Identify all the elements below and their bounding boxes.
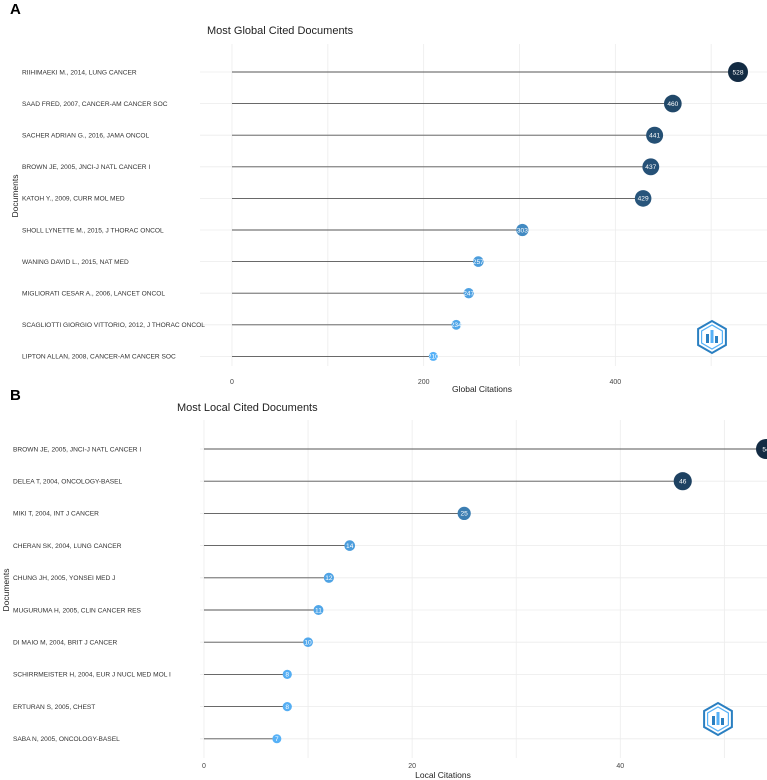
panel-b-category-label: SCHIRRMEISTER H, 2004, EUR J NUCL MED MO… [13, 672, 171, 679]
panel-a-category-label: BROWN JE, 2005, JNCI-J NATL CANCER I [22, 164, 150, 171]
panel-b-value-label: 54 [762, 446, 767, 453]
panel-b-value-label: 11 [315, 607, 322, 614]
bibliometrix-logo-icon [697, 319, 727, 355]
panel-b-logo-bar [721, 718, 724, 725]
panel-a: A Most Global Cited Documents Documents … [10, 1, 767, 394]
panel-a-x-tick-label: 200 [418, 379, 430, 386]
panel-b-logo-inner [706, 706, 730, 732]
panel-b-point [673, 472, 692, 491]
panel-a-point [728, 62, 748, 82]
panel-b-category-label: MIKI T, 2004, INT J CANCER [13, 511, 99, 518]
bibliometrix-logo-icon [703, 701, 733, 737]
panel-b-category-label: ERTURAN S, 2005, CHEST [13, 704, 95, 711]
panel-a-category-label: SAAD FRED, 2007, CANCER-AM CANCER SOC [22, 101, 168, 108]
panel-b-point [282, 669, 292, 680]
panel-a-point [664, 94, 682, 113]
panel-b-category-label: DELEA T, 2004, ONCOLOGY-BASEL [13, 479, 123, 486]
panel-b-x-tick-label: 0 [202, 763, 206, 770]
panel-b-point [756, 439, 767, 459]
panel-a-value-label: 303 [517, 227, 528, 234]
panel-b-point [313, 605, 324, 615]
panel-a-value-label: 429 [638, 196, 649, 203]
panel-a-category-label: KATOH Y., 2009, CURR MOL MED [22, 196, 125, 203]
panel-a-x-tick-label: 0 [230, 379, 234, 386]
panel-a-value-label: 210 [428, 354, 439, 361]
panel-a-point [428, 351, 438, 361]
panel-a-category-label: RIIHIMAEKI M., 2014, LUNG CANCER [22, 69, 137, 76]
panel-b-value-label: 8 [285, 704, 289, 711]
panel-b-x-tick-label: 40 [616, 763, 624, 770]
panel-b-category-label: MUGURUMA H, 2005, CLIN CANCER RES [13, 607, 141, 614]
panel-b-title: Most Local Cited Documents [177, 402, 318, 414]
panel-a-logo-bar [715, 336, 718, 343]
panel-b-value-label: 8 [285, 672, 289, 679]
panel-a-point [451, 319, 462, 330]
panel-a-grid [200, 44, 767, 366]
panel-a-category-label: SACHER ADRIAN G., 2016, JAMA ONCOL [22, 133, 149, 140]
panel-b-logo-bar [712, 716, 715, 725]
panel-a-category-label: SCAGLIOTTI GIORGIO VITTORIO, 2012, J THO… [22, 322, 205, 329]
panel-a-x-axis-title: Global Citations [452, 384, 512, 394]
panel-b-value-label: 10 [304, 640, 312, 647]
panel-b-value-label: 14 [346, 543, 354, 550]
panel-b-point [303, 637, 313, 648]
panel-a-value-label: 234 [451, 322, 462, 329]
panel-a-value-label: 460 [667, 101, 678, 108]
panel-b-x-axis-title: Local Citations [415, 770, 471, 780]
panel-a-category-label: WANING DAVID L., 2015, NAT MED [22, 259, 129, 266]
panel-b: B Most Local Cited Documents Documents L… [1, 387, 767, 780]
panel-a-value-label: 441 [649, 133, 660, 140]
panel-b-point [282, 701, 292, 712]
panel-a-value-label: 528 [732, 69, 743, 76]
panel-b-logo-bar [716, 712, 720, 725]
panel-b-grid [200, 420, 767, 758]
panel-b-value-label: 46 [679, 479, 687, 486]
panel-a-point [463, 288, 474, 299]
panel-a-title: Most Global Cited Documents [207, 25, 354, 37]
panel-a-y-axis-title: Documents [10, 175, 20, 218]
panel-a-point [516, 223, 529, 237]
panel-b-y-axis-title: Documents [1, 569, 11, 612]
panel-a-point [472, 256, 484, 267]
panel-b-category-label: SABA N, 2005, ONCOLOGY-BASEL [13, 736, 120, 743]
panel-b-x-tick-label: 20 [408, 763, 416, 770]
panel-a-category-label: LIPTON ALLAN, 2008, CANCER-AM CANCER SOC [22, 354, 176, 361]
panel-b-category-label: CHERAN SK, 2004, LUNG CANCER [13, 543, 122, 550]
panel-a-value-label: 247 [463, 291, 474, 298]
panel-a-point [646, 126, 664, 144]
panel-a-logo-bar [706, 334, 709, 343]
panel-b-category-label: CHUNG JH, 2005, YONSEI MED J [13, 575, 115, 582]
panel-b-category-label: BROWN JE, 2005, JNCI-J NATL CANCER I [13, 446, 141, 453]
panel-a-point [634, 190, 652, 207]
panel-b-point [272, 734, 282, 744]
panel-a-x-tick-label: 400 [609, 379, 621, 386]
panel-b-point [323, 572, 334, 583]
panel-b-value-label: 12 [325, 575, 333, 582]
panel-b-value-label: 7 [275, 736, 279, 743]
panel-b-value-label: 25 [461, 511, 469, 518]
panel-a-value-label: 257 [473, 259, 484, 266]
panel-b-category-label: DI MAIO M, 2004, BRIT J CANCER [13, 640, 118, 647]
panel-a-category-label: SHOLL LYNETTE M., 2015, J THORAC ONCOL [22, 227, 164, 234]
panel-a-logo-inner [700, 324, 724, 350]
panel-a-value-label: 437 [645, 164, 656, 171]
panel-b-point [344, 540, 356, 551]
panel-b-point [457, 506, 471, 521]
panel-a-logo-bar [710, 330, 714, 343]
panel-a-point [642, 158, 660, 176]
panel-a-letter: A [10, 1, 21, 18]
panel-b-letter: B [10, 387, 21, 404]
panel-a-category-label: MIGLIORATI CESAR A., 2006, LANCET ONCOL [22, 291, 165, 298]
